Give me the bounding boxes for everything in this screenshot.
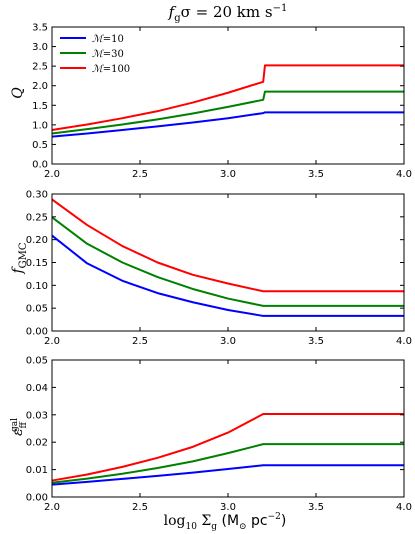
y-tick-label: 0.5 — [32, 140, 48, 151]
y-tick-label: 0.10 — [26, 281, 48, 292]
y-tick-label: 3.5 — [32, 23, 48, 34]
x-tick-label: 3.5 — [308, 502, 324, 513]
x-tick-label: 4.0 — [396, 502, 412, 513]
ylabel-eps: εffgal — [10, 418, 29, 436]
series-line-m-100 — [51, 412, 404, 482]
legend-label: ℳ=30 — [92, 49, 124, 60]
y-tick-label: 0.30 — [26, 190, 48, 201]
series-line-m-100 — [51, 64, 404, 131]
series-line-m-30 — [51, 216, 404, 307]
x-tick-label: 2.0 — [44, 336, 60, 347]
series-line-m-10 — [51, 234, 404, 317]
y-tick-label: 0.05 — [26, 356, 48, 367]
x-tick-label: 4.0 — [396, 336, 412, 347]
axes-frame — [51, 26, 405, 165]
panel-eps-ff-gal: 2.0 2.5 3.0 3.5 4.0 0.00 0.01 0.02 0.03 0.04 0.05 — [26, 356, 412, 514]
y-tick-label: 0.02 — [26, 438, 48, 449]
xlabel: log10 Σg (M⊙ pc−2) — [164, 512, 287, 532]
x-tick-label: 2.5 — [132, 502, 148, 513]
series-line-m-30 — [51, 443, 404, 484]
x-tick-label: 2.5 — [132, 169, 148, 180]
x-tick-label: 3.0 — [220, 502, 236, 513]
y-tick-label: 1.5 — [32, 101, 48, 112]
x-tick-label: 2.0 — [44, 169, 60, 180]
y-tick-label: 2.0 — [32, 81, 48, 92]
x-tick-label: 2.0 — [44, 502, 60, 513]
y-tick-label: 0.03 — [26, 410, 48, 421]
x-tick-label: 3.5 — [308, 336, 324, 347]
panel-q: 2.0 2.5 3.0 3.5 4.0 0.0 0.5 1.0 1.5 2.0 2.5 3.0 3.5 — [32, 23, 412, 181]
y-tick-label: 0.20 — [26, 235, 48, 246]
y-tick-label: 0.00 — [26, 327, 48, 338]
y-tick-label: 3.0 — [32, 42, 48, 53]
legend: ℳ=10 ℳ=30 ℳ=100 — [60, 34, 130, 75]
ylabel-fgmc: fGMC — [10, 242, 29, 274]
ylabel-q: Q — [10, 87, 26, 99]
panel-f-gmc: 2.0 2.5 3.0 3.5 4.0 0.00 0.05 0.10 0.15 0.20 0.25 0… — [26, 190, 412, 348]
legend-label: ℳ=10 — [92, 34, 124, 45]
series-line-m-100 — [51, 198, 404, 293]
y-tick-label: 0.00 — [26, 493, 48, 504]
y-tick-label: 0.15 — [26, 258, 48, 269]
series-line-m-10 — [51, 111, 404, 138]
y-tick-label: 1.0 — [32, 120, 48, 131]
y-tick-label: 0.04 — [26, 383, 48, 394]
x-tick-label: 3.5 — [308, 169, 324, 180]
figure-title: fgσ = 20 km s−1 — [168, 3, 288, 24]
y-tick-label: 0.25 — [26, 212, 48, 223]
series-line-m-10 — [51, 464, 404, 486]
x-tick-label: 3.0 — [220, 169, 236, 180]
legend-label: ℳ=100 — [92, 64, 130, 75]
y-tick-label: 0.05 — [26, 304, 48, 315]
x-tick-label: 3.0 — [220, 336, 236, 347]
y-tick-label: 2.5 — [32, 62, 48, 73]
x-tick-label: 4.0 — [396, 169, 412, 180]
x-tick-label: 2.5 — [132, 336, 148, 347]
y-tick-label: 0.0 — [32, 160, 48, 171]
series-line-m-30 — [51, 90, 404, 135]
y-tick-label: 0.01 — [26, 465, 48, 476]
